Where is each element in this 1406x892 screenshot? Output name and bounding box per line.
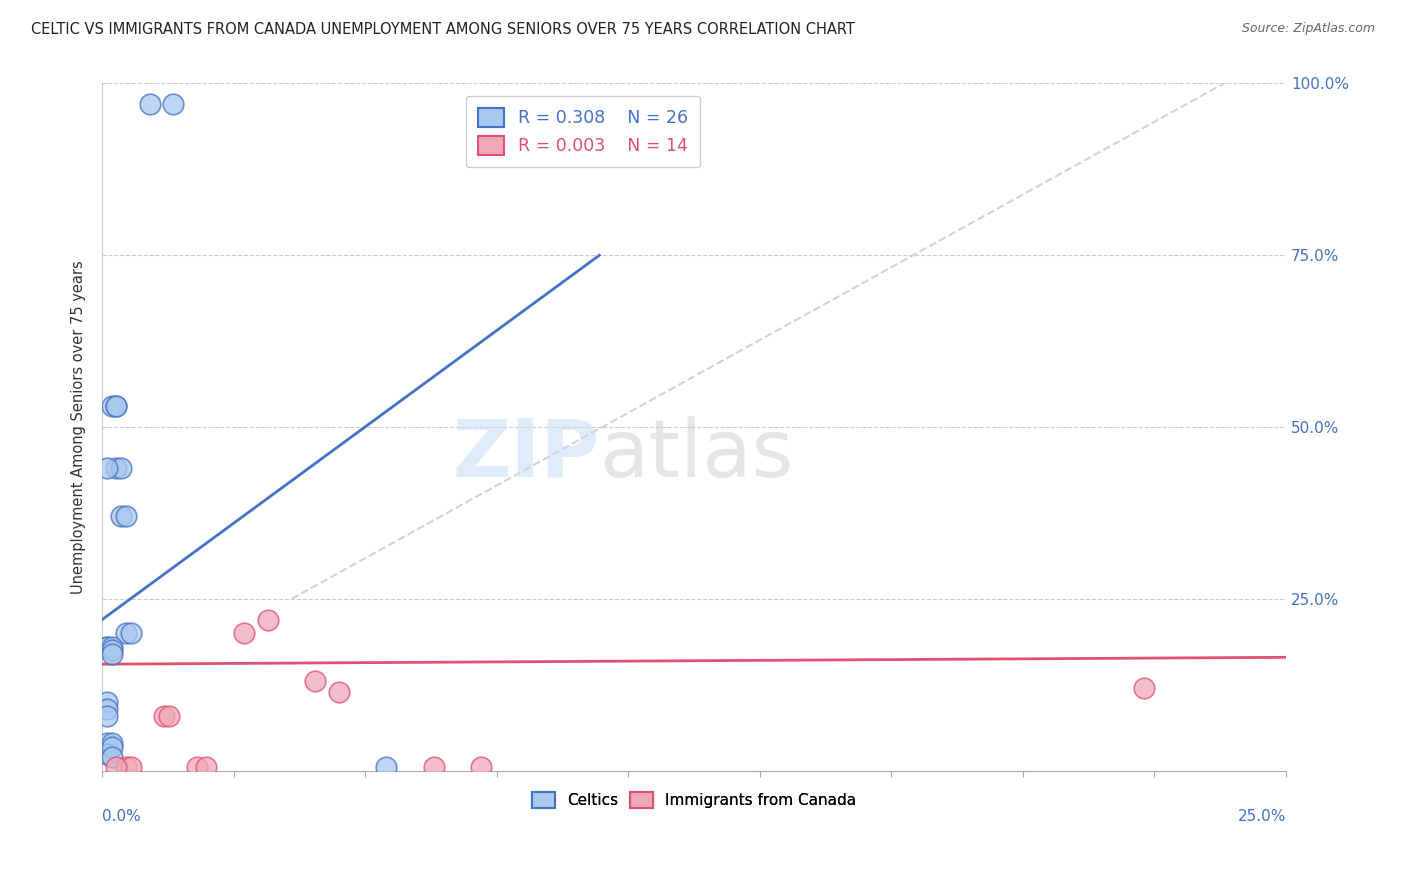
Point (96, 640, 118, 654)
Point (233, 626, 256, 640)
Point (328, 684, 350, 698)
Point (100, 400, 122, 414)
Point (115, 509, 138, 524)
Point (96, 747, 118, 761)
Text: CELTIC VS IMMIGRANTS FROM CANADA UNEMPLOYMENT AMONG SENIORS OVER 75 YEARS CORREL: CELTIC VS IMMIGRANTS FROM CANADA UNEMPLO… (31, 22, 855, 37)
Text: ZIP: ZIP (453, 416, 599, 493)
Point (1133, 681, 1156, 696)
Point (470, 760, 492, 774)
Point (115, 760, 138, 774)
Point (304, 674, 326, 689)
Point (100, 739, 122, 754)
Point (162, 97, 184, 112)
Point (375, 760, 398, 774)
Text: 25.0%: 25.0% (1237, 808, 1286, 823)
Point (186, 760, 208, 774)
Point (152, 708, 174, 723)
Text: atlas: atlas (599, 416, 794, 493)
Point (138, 97, 160, 112)
Point (422, 760, 444, 774)
Point (195, 760, 218, 774)
Point (96, 702, 118, 716)
Point (96, 708, 118, 723)
Text: Source: ZipAtlas.com: Source: ZipAtlas.com (1241, 22, 1375, 36)
Point (96, 640, 118, 654)
Point (100, 640, 122, 654)
Point (100, 647, 122, 661)
Point (120, 626, 142, 640)
Text: 0.0%: 0.0% (103, 808, 141, 823)
Point (100, 643, 122, 657)
Point (110, 461, 132, 475)
Point (105, 461, 128, 475)
Point (100, 736, 122, 750)
Y-axis label: Unemployment Among Seniors over 75 years: Unemployment Among Seniors over 75 years (72, 260, 86, 594)
Point (105, 760, 128, 774)
Point (105, 400, 128, 414)
Point (115, 626, 138, 640)
Point (257, 613, 280, 627)
Point (157, 708, 180, 723)
Point (105, 400, 128, 414)
Point (96, 461, 118, 475)
Point (96, 695, 118, 709)
Point (110, 509, 132, 524)
Legend: Celtics, Immigrants from Canada: Celtics, Immigrants from Canada (526, 786, 862, 814)
Point (96, 736, 118, 750)
Point (120, 760, 142, 774)
Point (100, 750, 122, 764)
